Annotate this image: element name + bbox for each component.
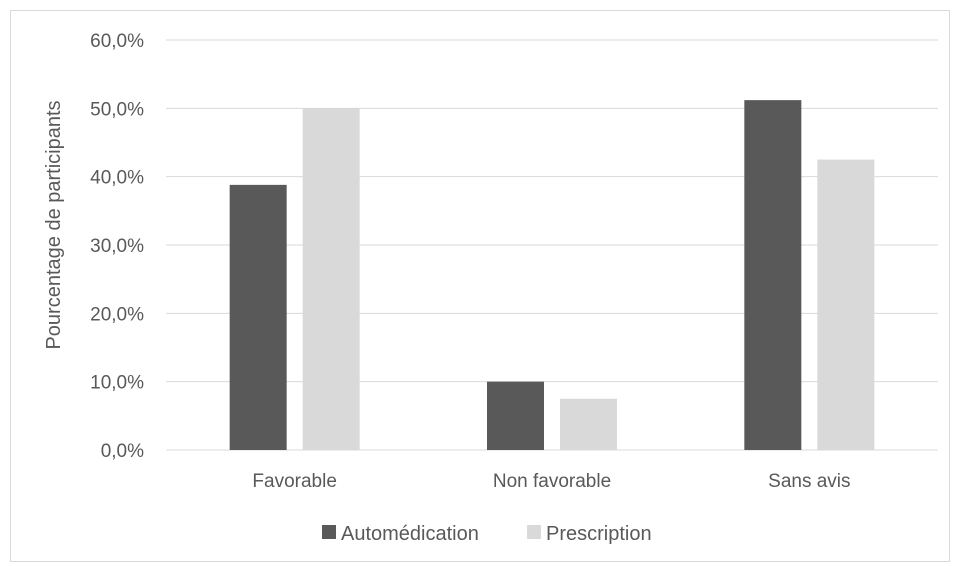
bar-Prescription-Sans avis [817,159,875,451]
y-tick-label: 10,0% [90,373,144,394]
x-axis-category-labels: Favorable Non favorable Sans avis [252,471,850,492]
legend-label: Automédication [341,523,479,545]
y-tick-label: 60,0% [90,31,144,52]
y-axis-title: Pourcentage de participants [43,100,65,349]
y-tick-label: 40,0% [90,168,144,189]
x-category-label: Favorable [252,471,337,492]
bars [229,100,875,451]
bar-Automédication-Favorable [229,184,287,450]
bar-Prescription-Non favorable [560,398,617,450]
legend-swatch [322,525,336,539]
gridlines [166,39,938,451]
y-tick-label: 20,0% [90,304,144,325]
legend-swatch [527,525,541,539]
y-tick-label: 30,0% [90,236,144,257]
y-tick-label: 0,0% [101,441,144,462]
y-tick-label: 50,0% [90,99,144,120]
bar-Prescription-Favorable [302,108,360,450]
x-category-label: Sans avis [768,471,850,492]
y-axis-tick-labels: 0,0% 10,0% 20,0% 30,0% 40,0% 50,0% 60,0% [90,31,144,462]
bar-Automédication-Sans avis [744,100,802,450]
x-category-label: Non favorable [493,471,611,492]
legend-label: Prescription [546,523,652,545]
legend: Automédication Prescription [322,523,652,545]
bar-Automédication-Non favorable [487,381,544,450]
